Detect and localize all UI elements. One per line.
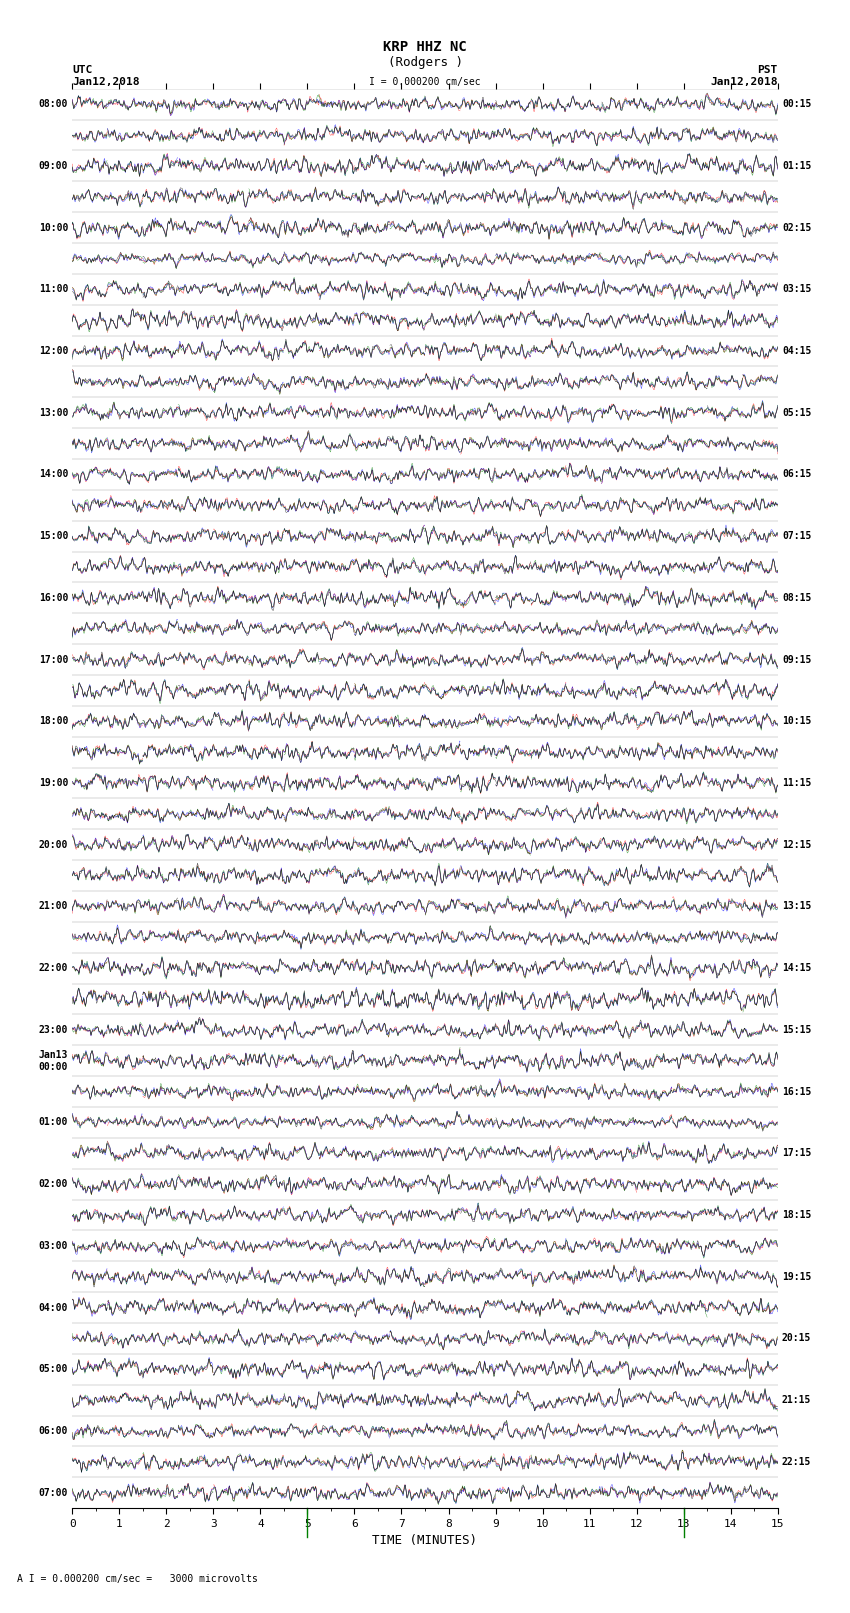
Text: 07:00: 07:00: [38, 1487, 68, 1498]
Text: 07:15: 07:15: [782, 531, 812, 540]
Text: (Rodgers ): (Rodgers ): [388, 56, 462, 69]
Text: 14:00: 14:00: [38, 469, 68, 479]
Text: 00:15: 00:15: [782, 98, 812, 110]
Text: PST: PST: [757, 65, 778, 74]
Text: 22:00: 22:00: [38, 963, 68, 973]
Text: KRP HHZ NC: KRP HHZ NC: [383, 40, 467, 55]
Text: 06:00: 06:00: [38, 1426, 68, 1436]
Text: 06:15: 06:15: [782, 469, 812, 479]
Text: 13:00: 13:00: [38, 408, 68, 418]
Text: 15:00: 15:00: [38, 531, 68, 540]
Text: 02:00: 02:00: [38, 1179, 68, 1189]
Text: 18:00: 18:00: [38, 716, 68, 726]
Text: 20:15: 20:15: [782, 1334, 812, 1344]
Text: 22:15: 22:15: [782, 1457, 812, 1466]
Text: A I = 0.000200 cm/sec =   3000 microvolts: A I = 0.000200 cm/sec = 3000 microvolts: [17, 1574, 258, 1584]
Text: 04:15: 04:15: [782, 347, 812, 356]
X-axis label: TIME (MINUTES): TIME (MINUTES): [372, 1534, 478, 1547]
Text: 14:15: 14:15: [782, 963, 812, 973]
Text: I = 0.000200 cm/sec: I = 0.000200 cm/sec: [369, 77, 481, 87]
Text: 09:00: 09:00: [38, 161, 68, 171]
Text: 12:15: 12:15: [782, 840, 812, 850]
Text: 15:15: 15:15: [782, 1024, 812, 1036]
Text: 10:00: 10:00: [38, 223, 68, 232]
Text: 09:15: 09:15: [782, 655, 812, 665]
Text: 12:00: 12:00: [38, 347, 68, 356]
Text: 17:15: 17:15: [782, 1148, 812, 1158]
Text: 01:15: 01:15: [782, 161, 812, 171]
Text: 19:15: 19:15: [782, 1271, 812, 1282]
Text: UTC: UTC: [72, 65, 93, 74]
Text: Jan12,2018: Jan12,2018: [711, 77, 778, 87]
Text: 03:15: 03:15: [782, 284, 812, 294]
Text: 08:00: 08:00: [38, 98, 68, 110]
Text: 19:00: 19:00: [38, 777, 68, 789]
Text: 01:00: 01:00: [38, 1118, 68, 1127]
Text: 05:00: 05:00: [38, 1365, 68, 1374]
Text: Jan12,2018: Jan12,2018: [72, 77, 139, 87]
Text: 11:00: 11:00: [38, 284, 68, 294]
Text: 04:00: 04:00: [38, 1303, 68, 1313]
Text: 18:15: 18:15: [782, 1210, 812, 1219]
Text: 02:15: 02:15: [782, 223, 812, 232]
Text: 13:15: 13:15: [782, 902, 812, 911]
Text: 20:00: 20:00: [38, 840, 68, 850]
Text: 21:00: 21:00: [38, 902, 68, 911]
Text: 03:00: 03:00: [38, 1240, 68, 1250]
Text: 17:00: 17:00: [38, 655, 68, 665]
Text: 05:15: 05:15: [782, 408, 812, 418]
Text: 16:15: 16:15: [782, 1087, 812, 1097]
Text: Jan13
00:00: Jan13 00:00: [38, 1050, 68, 1071]
Text: 08:15: 08:15: [782, 594, 812, 603]
Text: 23:00: 23:00: [38, 1024, 68, 1036]
Text: 11:15: 11:15: [782, 777, 812, 789]
Text: 10:15: 10:15: [782, 716, 812, 726]
Text: 21:15: 21:15: [782, 1395, 812, 1405]
Text: 16:00: 16:00: [38, 594, 68, 603]
